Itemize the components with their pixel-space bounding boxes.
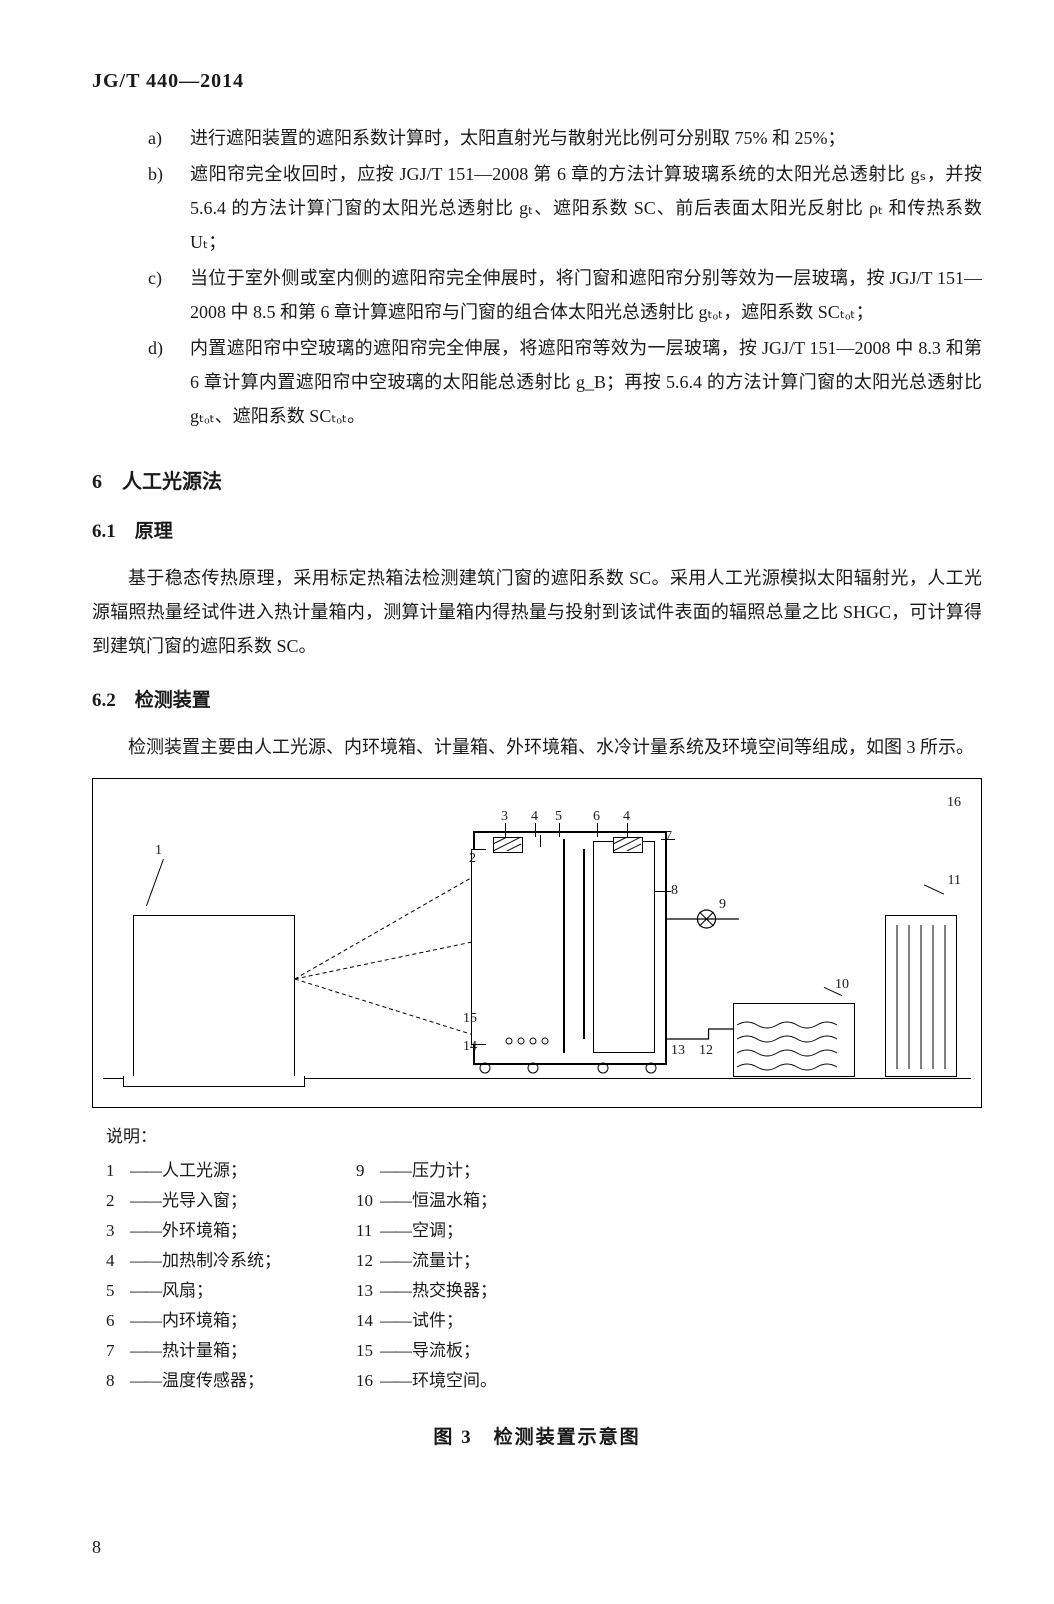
specimen-plane <box>563 839 565 1053</box>
legend-item: 8——温度传感器； <box>106 1366 356 1396</box>
callout-10: 10 <box>835 977 849 993</box>
callout-9: 9 <box>719 897 726 913</box>
heading-6: 6 人工光源法 <box>92 465 982 494</box>
leader-7 <box>661 839 675 840</box>
figure-3-diagram: 1 <box>92 778 982 1108</box>
legend-item: 15——导流板； <box>356 1336 606 1366</box>
list-item-b: b) 遮阳帘完全收回时，应按 JGJ/T 151—2008 第 6 章的方法计算… <box>148 157 982 259</box>
hvac-hatch <box>493 837 521 851</box>
callout-7: 7 <box>665 829 672 845</box>
list-text: 进行遮阳装置的遮阳系数计算时，太阳直射光与散射光比例可分别取 75% 和 25%… <box>190 121 982 155</box>
legend-item: 5——风扇； <box>106 1276 356 1306</box>
legend-item: 4——加热制冷系统； <box>106 1246 356 1276</box>
water-waves <box>733 1005 853 1077</box>
heading-6-2: 6.2 检测装置 <box>92 685 982 712</box>
list-text: 内置遮阳帘中空玻璃的遮阳帘完全伸展，将遮阳帘等效为一层玻璃，按 JGJ/T 15… <box>190 331 982 433</box>
leader-5 <box>559 823 560 837</box>
list-marker: b) <box>148 157 190 259</box>
callout-15: 15 <box>463 1011 477 1027</box>
callout-11: 11 <box>948 873 961 889</box>
ac-grille <box>887 917 957 1077</box>
standard-code: JG/T 440—2014 <box>92 70 982 93</box>
list-marker: c) <box>148 261 190 329</box>
callout-14: 14 <box>463 1039 477 1055</box>
legend-item: 7——热计量箱； <box>106 1336 356 1366</box>
deflector <box>583 849 585 1039</box>
callout-13: 13 <box>671 1043 685 1059</box>
legend-title: 说明： <box>106 1122 982 1152</box>
fan-shaft <box>540 835 541 847</box>
legend-item: 2——光导入窗； <box>106 1186 356 1216</box>
list-item-c: c) 当位于室外侧或室内侧的遮阳帘完全伸展时，将门窗和遮阳帘分别等效为一层玻璃，… <box>148 261 982 329</box>
legend-item: 9——压力计； <box>356 1156 606 1186</box>
list-item-a: a) 进行遮阳装置的遮阳系数计算时，太阳直射光与散射光比例可分别取 75% 和 … <box>148 121 982 155</box>
casters <box>473 1061 673 1075</box>
legend-col-2: 9——压力计； 10——恒温水箱； 11——空调； 12——流量计； 13——热… <box>356 1156 606 1396</box>
figure-caption: 图 3 检测装置示意图 <box>92 1422 982 1449</box>
figure-legend: 说明： 1——人工光源； 2——光导入窗； 3——外环境箱； 4——加热制冷系统… <box>106 1122 982 1396</box>
callout-12: 12 <box>699 1043 713 1059</box>
list-marker: a) <box>148 121 190 155</box>
list-text: 遮阳帘完全收回时，应按 JGJ/T 151—2008 第 6 章的方法计算玻璃系… <box>190 157 982 259</box>
legend-item: 6——内环境箱； <box>106 1306 356 1336</box>
page: JG/T 440—2014 a) 进行遮阳装置的遮阳系数计算时，太阳直射光与散射… <box>0 0 1054 1604</box>
legend-col-1: 1——人工光源； 2——光导入窗； 3——外环境箱； 4——加热制冷系统； 5—… <box>106 1156 356 1396</box>
legend-item: 11——空调； <box>356 1216 606 1246</box>
legend-item: 12——流量计； <box>356 1246 606 1276</box>
legend-item: 16——环境空间。 <box>356 1366 606 1396</box>
leader-3 <box>505 823 506 837</box>
callout-8: 8 <box>671 883 678 899</box>
list-text: 当位于室外侧或室内侧的遮阳帘完全伸展时，将门窗和遮阳帘分别等效为一层玻璃，按 J… <box>190 261 982 329</box>
para-6-2: 检测装置主要由人工光源、内环境箱、计量箱、外环境箱、水冷计量系统及环境空间等组成… <box>92 730 982 764</box>
hvac-hatch2 <box>613 837 641 851</box>
calorimeter-box <box>593 841 655 1053</box>
legend-item: 1——人工光源； <box>106 1156 356 1186</box>
page-number: 8 <box>92 1537 101 1558</box>
leader-8 <box>655 891 671 892</box>
legend-item: 14——试件； <box>356 1306 606 1336</box>
enumerated-list: a) 进行遮阳装置的遮阳系数计算时，太阳直射光与散射光比例可分别取 75% 和 … <box>148 121 982 433</box>
list-item-d: d) 内置遮阳帘中空玻璃的遮阳帘完全伸展，将遮阳帘等效为一层玻璃，按 JGJ/T… <box>148 331 982 433</box>
legend-item: 13——热交换器； <box>356 1276 606 1306</box>
heading-6-1: 6.1 原理 <box>92 516 982 543</box>
sensors-row <box>503 1035 563 1047</box>
leader-4b <box>627 823 628 837</box>
leader-6 <box>597 823 598 837</box>
leader-4 <box>535 823 536 837</box>
callout-16: 16 <box>947 795 961 811</box>
para-6-1: 基于稳态传热原理，采用标定热箱法检测建筑门窗的遮阳系数 SC。采用人工光源模拟太… <box>92 561 982 663</box>
callout-2: 2 <box>469 851 476 867</box>
legend-item: 10——恒温水箱； <box>356 1186 606 1216</box>
list-marker: d) <box>148 331 190 433</box>
legend-item: 3——外环境箱； <box>106 1216 356 1246</box>
